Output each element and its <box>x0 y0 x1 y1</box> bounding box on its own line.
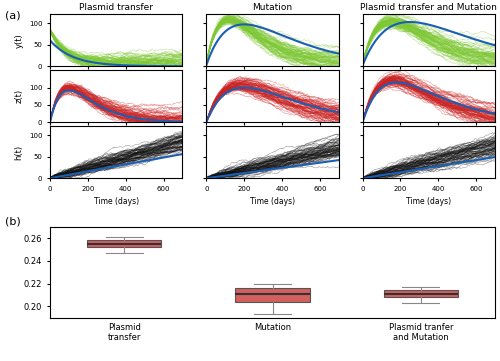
Title: Mutation: Mutation <box>252 3 292 12</box>
X-axis label: Time (days): Time (days) <box>250 197 295 206</box>
X-axis label: Time (days): Time (days) <box>94 197 139 206</box>
PathPatch shape <box>236 288 310 302</box>
PathPatch shape <box>87 240 161 247</box>
Text: (b): (b) <box>5 217 21 227</box>
Y-axis label: z(t): z(t) <box>14 89 24 103</box>
X-axis label: Time (days): Time (days) <box>406 197 452 206</box>
PathPatch shape <box>384 290 458 297</box>
Y-axis label: h(t): h(t) <box>14 145 24 160</box>
Title: Plasmid transfer and Mutation: Plasmid transfer and Mutation <box>360 3 497 12</box>
Title: Plasmid transfer: Plasmid transfer <box>79 3 153 12</box>
Y-axis label: y(t): y(t) <box>14 33 24 48</box>
Text: (a): (a) <box>5 11 20 21</box>
